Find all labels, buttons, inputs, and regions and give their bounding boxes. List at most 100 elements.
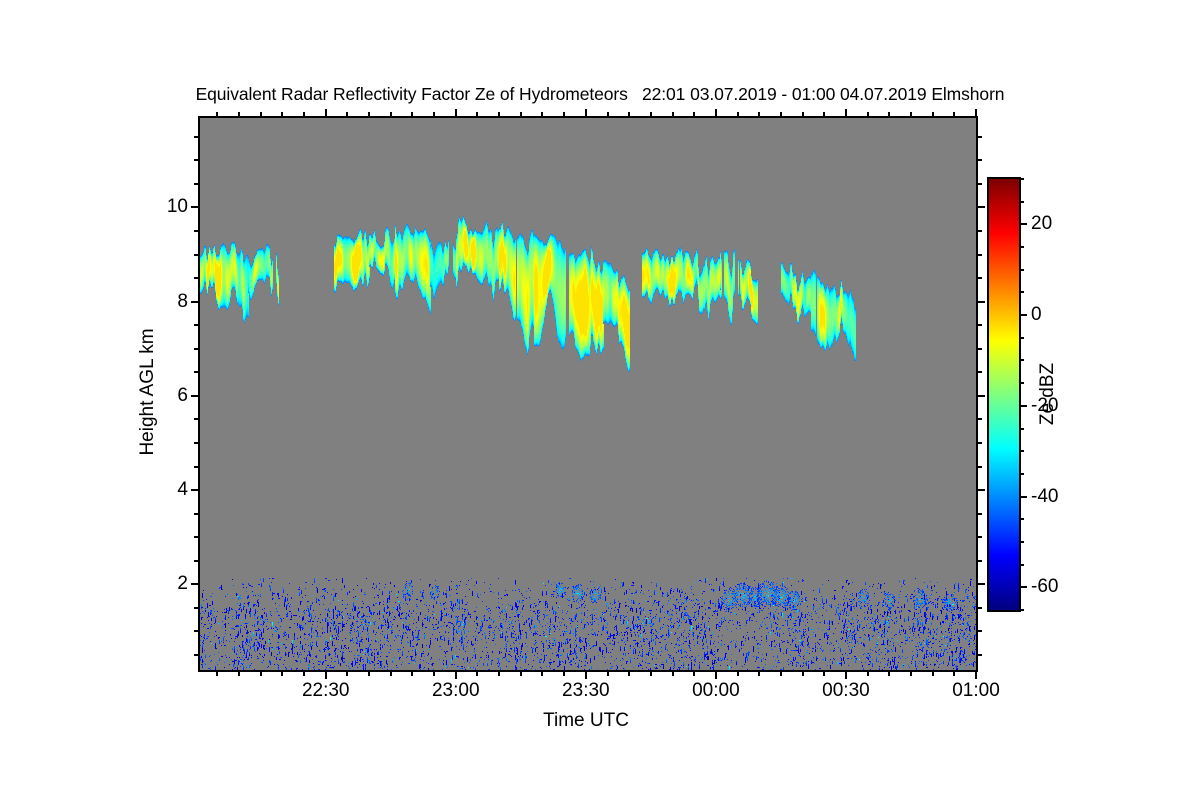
y-axis-tick-minor-right: [976, 135, 982, 138]
x-axis-tick-minor-top: [823, 112, 826, 118]
colorbar-tick-minor: [1019, 268, 1024, 271]
y-axis-tick-minor-right: [976, 606, 982, 609]
colorbar-tick-minor: [1019, 472, 1024, 475]
x-axis-tick-label: 23:00: [431, 680, 480, 701]
x-axis-tick-minor: [281, 670, 284, 676]
y-axis-tick-minor: [194, 418, 200, 421]
page-title: Equivalent Radar Reflectivity Factor Ze …: [195, 84, 1005, 104]
y-axis-tick-minor-right: [976, 465, 982, 468]
y-axis-tick-major: [191, 489, 200, 492]
x-axis-tick-major: [844, 670, 847, 679]
y-axis-label: Height AGL km: [137, 328, 158, 456]
y-axis-tick-minor-right: [976, 512, 982, 515]
x-axis-tick-label: 00:30: [822, 680, 870, 701]
colorbar-tick-major: [1019, 495, 1027, 498]
y-axis-tick-minor: [194, 630, 200, 633]
y-axis-tick-label: 2: [177, 573, 188, 595]
x-axis-tick-major-top: [584, 109, 587, 118]
y-axis-tick-label: 8: [177, 290, 188, 312]
y-axis-tick-major: [191, 583, 200, 586]
colorbar-tick-minor: [1019, 336, 1024, 339]
x-axis-tick-minor-top: [909, 112, 912, 118]
y-axis-tick-minor: [194, 653, 200, 656]
x-axis-tick-major: [975, 670, 977, 679]
y-axis-tick-major-right: [976, 489, 985, 492]
y-axis-tick-minor-right: [976, 230, 982, 233]
x-axis-tick-minor-top: [476, 112, 479, 118]
x-axis-tick-minor: [758, 670, 761, 676]
y-axis-tick-minor: [194, 277, 200, 280]
y-axis-tick-minor-right: [976, 371, 982, 374]
colorbar-tick-minor: [1019, 450, 1024, 453]
x-axis-tick-minor-top: [736, 112, 739, 118]
x-axis-tick-minor: [368, 670, 371, 676]
y-axis-tick-minor: [194, 606, 200, 609]
x-axis-tick-minor-top: [931, 112, 934, 118]
x-axis-tick-minor-top: [779, 112, 782, 118]
x-axis-tick-minor: [628, 670, 631, 676]
colorbar-tick-label: 0: [1031, 304, 1042, 326]
radar-reflectivity-heatmap[interactable]: [200, 118, 976, 670]
colorbar-tick-label: 20: [1031, 213, 1053, 235]
colorbar-tick-minor: [1019, 291, 1024, 294]
colorbar[interactable]: -60 -40 -20 0 20: [987, 177, 1058, 612]
x-axis-tick-major: [454, 670, 457, 679]
x-axis-label: Time UTC: [543, 710, 629, 731]
x-axis-tick-minor-top: [281, 112, 284, 118]
x-axis-tick-minor-top: [259, 112, 262, 118]
colorbar-label: Ze dBZ: [1037, 362, 1058, 426]
x-axis-tick-major-top: [454, 109, 457, 118]
colorbar-tick-major: [1019, 314, 1027, 317]
x-axis-tick-minor: [411, 670, 414, 676]
x-axis-tick-minor: [216, 670, 219, 676]
y-axis-tick-minor: [194, 536, 200, 539]
colorbar-gradient: [989, 179, 1019, 610]
plot-area[interactable]: 2 4 6 8 10 22:30 23:00 23:30 00:00 00:30 01:00: [167, 109, 1000, 701]
y-axis-tick-label: 6: [177, 384, 188, 406]
colorbar-tick-minor: [1019, 540, 1024, 543]
y-axis-tick-minor-right: [976, 536, 982, 539]
x-axis-tick-minor-top: [411, 112, 414, 118]
x-axis-tick-minor: [389, 670, 392, 676]
x-axis-tick-label: 01:00: [952, 680, 1000, 701]
x-axis-tick-minor: [736, 670, 739, 676]
x-axis-tick-minor-top: [671, 112, 674, 118]
x-axis-tick-minor: [931, 670, 934, 676]
colorbar-tick-major: [1019, 586, 1027, 589]
x-axis-tick-label: 23:30: [562, 680, 610, 701]
y-axis-tick-minor: [194, 559, 200, 562]
x-axis-tick-major-top: [844, 109, 847, 118]
x-axis-tick-minor-top: [888, 112, 891, 118]
x-axis-tick-minor-top: [801, 112, 804, 118]
colorbar-tick-minor: [1019, 427, 1024, 430]
y-axis-tick-minor: [194, 253, 200, 256]
colorbar-tick-minor: [1019, 178, 1024, 180]
colorbar-tick-minor: [1019, 246, 1024, 249]
y-axis-tick-major: [191, 300, 200, 303]
colorbar-tick-label: -20: [1031, 394, 1059, 416]
x-axis-tick-minor-top: [649, 112, 652, 118]
colorbar-tick-label: -60: [1031, 576, 1059, 598]
y-axis-tick-minor: [194, 465, 200, 468]
colorbar-tick-major: [1019, 404, 1027, 407]
y-axis-tick-major-right: [976, 394, 985, 397]
y-axis-tick-minor-right: [976, 182, 982, 185]
x-axis-tick-minor-top: [563, 112, 566, 118]
x-axis-tick-minor-top: [541, 112, 544, 118]
x-axis-tick-major-top: [324, 109, 327, 118]
x-axis-tick-minor: [801, 670, 804, 676]
x-axis-tick-minor-top: [519, 112, 522, 118]
y-axis-tick-minor: [194, 159, 200, 162]
x-axis-tick-minor-top: [389, 112, 392, 118]
x-axis-tick-minor: [953, 670, 956, 676]
x-axis-tick-minor: [888, 670, 891, 676]
y-axis-tick-label: 4: [177, 479, 188, 501]
x-axis-tick-minor: [606, 670, 609, 676]
x-axis-tick-minor: [476, 670, 479, 676]
x-axis-tick-minor-top: [346, 112, 349, 118]
x-axis-tick-minor: [433, 670, 436, 676]
y-axis-tick-major: [191, 394, 200, 397]
y-axis-tick-minor-right: [976, 277, 982, 280]
y-axis-tick-minor: [194, 324, 200, 327]
